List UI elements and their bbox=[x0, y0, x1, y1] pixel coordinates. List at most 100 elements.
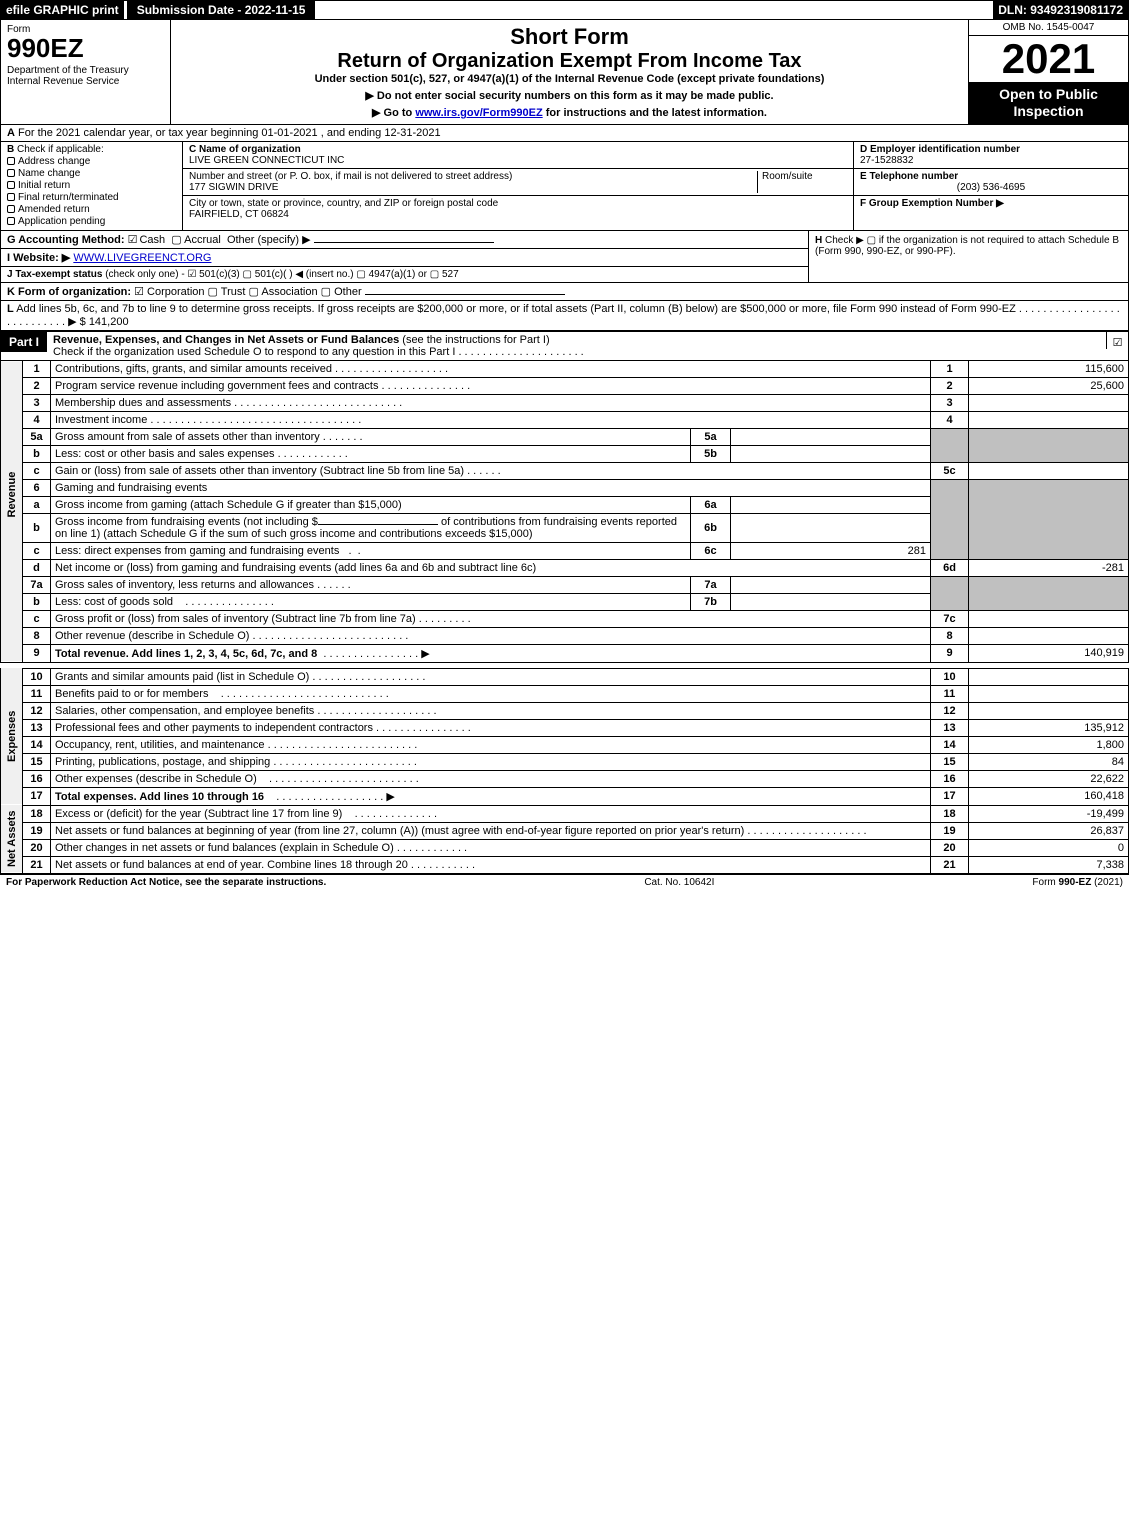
row-a: A For the 2021 calendar year, or tax yea… bbox=[0, 125, 1129, 142]
ln9-box: 9 bbox=[931, 644, 969, 662]
ln21-desc: Net assets or fund balances at end of ye… bbox=[51, 856, 931, 873]
website-value[interactable]: WWW.LIVEGREENCT.ORG bbox=[73, 252, 211, 264]
g-cash[interactable]: Cash bbox=[128, 234, 166, 246]
dln-number: DLN: 93492319081172 bbox=[993, 1, 1128, 19]
ln13-num: 13 bbox=[23, 719, 51, 736]
k-text: ☑ Corporation ▢ Trust ▢ Association ▢ Ot… bbox=[134, 286, 362, 298]
label-a: A bbox=[7, 127, 15, 139]
g-other-blank[interactable] bbox=[314, 242, 494, 243]
ln6b-box: 6b bbox=[691, 513, 731, 542]
ln16-num: 16 bbox=[23, 770, 51, 787]
ln15-desc: Printing, publications, postage, and shi… bbox=[51, 753, 931, 770]
part1-schedule-o-check[interactable]: ☑ bbox=[1106, 332, 1128, 349]
omb-number: OMB No. 1545-0047 bbox=[969, 20, 1128, 36]
k-other-blank[interactable] bbox=[365, 294, 565, 295]
ln7b-boxval bbox=[731, 593, 931, 610]
ln20-val: 0 bbox=[969, 839, 1129, 856]
check-name-change[interactable]: Name change bbox=[7, 168, 176, 179]
i-label: I Website: ▶ bbox=[7, 252, 70, 264]
ln6a-num: a bbox=[23, 496, 51, 513]
row-l: L Add lines 5b, 6c, and 7b to line 9 to … bbox=[0, 301, 1129, 331]
header-title-block: Short Form Return of Organization Exempt… bbox=[171, 20, 968, 124]
ln9-desc: Total revenue. Add lines 1, 2, 3, 4, 5c,… bbox=[51, 644, 931, 662]
city-value: FAIRFIELD, CT 06824 bbox=[189, 209, 289, 220]
ln10-desc: Grants and similar amounts paid (list in… bbox=[51, 668, 931, 685]
grey-6 bbox=[931, 479, 969, 559]
ln15-val: 84 bbox=[969, 753, 1129, 770]
form-number: 990EZ bbox=[7, 35, 164, 61]
ln12-box: 12 bbox=[931, 702, 969, 719]
ln18-desc: Excess or (deficit) for the year (Subtra… bbox=[51, 805, 931, 822]
ln18-num: 18 bbox=[23, 805, 51, 822]
ln6c-num: c bbox=[23, 542, 51, 559]
e-label: E Telephone number bbox=[860, 171, 958, 182]
check-final-return[interactable]: Final return/terminated bbox=[7, 192, 176, 203]
ln20-box: 20 bbox=[931, 839, 969, 856]
ln14-box: 14 bbox=[931, 736, 969, 753]
ln1-val: 115,600 bbox=[969, 361, 1129, 378]
ln7c-num: c bbox=[23, 610, 51, 627]
l-text: Add lines 5b, 6c, and 7b to line 9 to de… bbox=[16, 303, 1016, 315]
ln5b-boxval bbox=[731, 445, 931, 462]
grey-5ab-val bbox=[969, 428, 1129, 462]
ln4-num: 4 bbox=[23, 411, 51, 428]
grey-7ab-val bbox=[969, 576, 1129, 610]
g-other[interactable]: Other (specify) ▶ bbox=[227, 234, 311, 246]
vtab-revenue: Revenue bbox=[1, 361, 23, 628]
ln6b-num: b bbox=[23, 513, 51, 542]
ssn-warning: ▶ Do not enter social security numbers o… bbox=[179, 89, 960, 102]
label-b: B bbox=[7, 144, 14, 155]
ln7b-desc: Less: cost of goods sold . . . . . . . .… bbox=[51, 593, 691, 610]
ln5c-box: 5c bbox=[931, 462, 969, 479]
group-exemption-row: F Group Exemption Number ▶ bbox=[854, 196, 1128, 211]
ln5a-box: 5a bbox=[691, 428, 731, 445]
ln14-num: 14 bbox=[23, 736, 51, 753]
ln6a-boxval bbox=[731, 496, 931, 513]
ln6b-blank[interactable] bbox=[318, 524, 438, 525]
street-label: Number and street (or P. O. box, if mail… bbox=[189, 171, 512, 182]
ln7b-box: 7b bbox=[691, 593, 731, 610]
ln3-box: 3 bbox=[931, 394, 969, 411]
irs-link[interactable]: www.irs.gov/Form990EZ bbox=[415, 107, 542, 119]
open-public-inspection: Open to Public Inspection bbox=[969, 82, 1128, 124]
row-g: G Accounting Method: Cash ▢ Accrual Othe… bbox=[1, 231, 808, 249]
c-name-label: C Name of organization bbox=[189, 144, 301, 155]
ln4-box: 4 bbox=[931, 411, 969, 428]
ln7c-desc: Gross profit or (loss) from sales of inv… bbox=[51, 610, 931, 627]
check-amended-return[interactable]: Amended return bbox=[7, 204, 176, 215]
ln7b-num: b bbox=[23, 593, 51, 610]
ln11-desc: Benefits paid to or for members . . . . … bbox=[51, 685, 931, 702]
vtab-netassets: Net Assets bbox=[1, 805, 23, 873]
ln6a-box: 6a bbox=[691, 496, 731, 513]
l-amount: ▶ $ 141,200 bbox=[68, 316, 128, 328]
col-b: B Check if applicable: Address change Na… bbox=[1, 142, 183, 230]
ln5b-num: b bbox=[23, 445, 51, 462]
phone-value: (203) 536-4695 bbox=[860, 182, 1122, 193]
ln10-box: 10 bbox=[931, 668, 969, 685]
f-label: F Group Exemption Number ▶ bbox=[860, 198, 1004, 209]
ln8-box: 8 bbox=[931, 627, 969, 644]
room-suite-label: Room/suite bbox=[757, 171, 847, 193]
check-address-change[interactable]: Address change bbox=[7, 156, 176, 167]
ln11-num: 11 bbox=[23, 685, 51, 702]
ln18-val: -19,499 bbox=[969, 805, 1129, 822]
ln10-val bbox=[969, 668, 1129, 685]
ln20-num: 20 bbox=[23, 839, 51, 856]
part1-desc: Revenue, Expenses, and Changes in Net As… bbox=[47, 332, 1106, 360]
main-table: Revenue 1 Contributions, gifts, grants, … bbox=[0, 361, 1129, 874]
ln3-num: 3 bbox=[23, 394, 51, 411]
j-text: (check only one) - ☑ 501(c)(3) ▢ 501(c)(… bbox=[105, 269, 458, 280]
tax-year: 2021 bbox=[969, 36, 1128, 82]
ln5a-num: 5a bbox=[23, 428, 51, 445]
check-application-pending[interactable]: Application pending bbox=[7, 216, 176, 227]
check-initial-return[interactable]: Initial return bbox=[7, 180, 176, 191]
ln9-val: 140,919 bbox=[969, 644, 1129, 662]
ln17-box: 17 bbox=[931, 787, 969, 805]
footer-left: For Paperwork Reduction Act Notice, see … bbox=[6, 877, 326, 888]
efile-graphic-print[interactable]: efile GRAPHIC print bbox=[1, 1, 124, 19]
g-accrual[interactable]: Accrual bbox=[184, 234, 221, 246]
top-bar: efile GRAPHIC print Submission Date - 20… bbox=[0, 0, 1129, 20]
ln2-num: 2 bbox=[23, 377, 51, 394]
section-ghij: G Accounting Method: Cash ▢ Accrual Othe… bbox=[0, 231, 1129, 283]
ln13-box: 13 bbox=[931, 719, 969, 736]
